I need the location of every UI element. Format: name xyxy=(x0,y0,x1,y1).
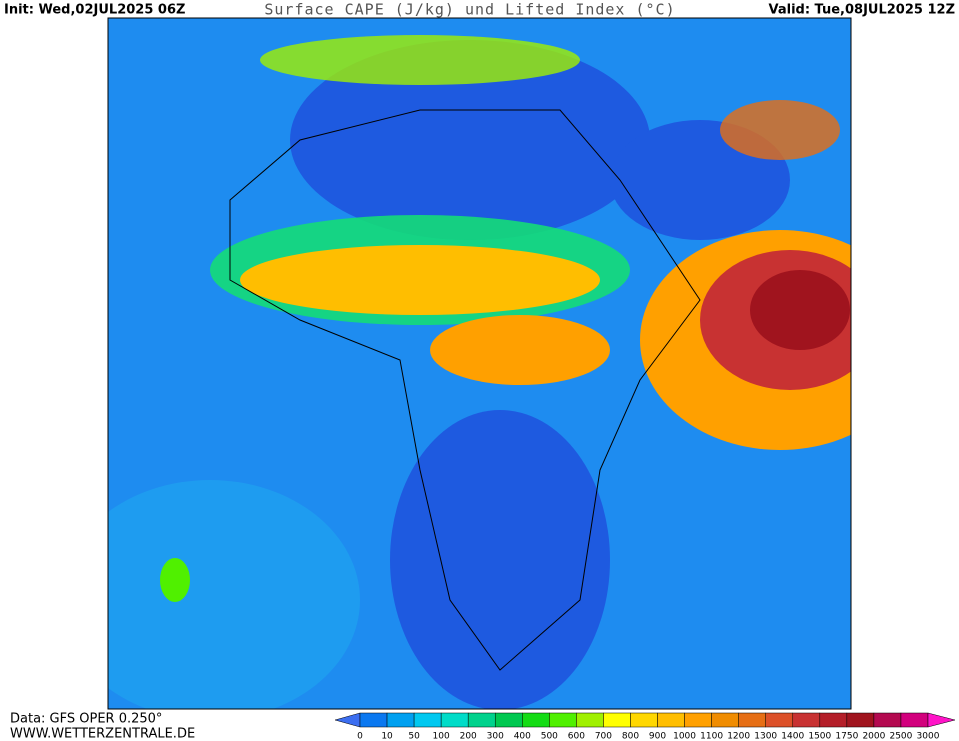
colorbar-segment xyxy=(684,712,712,728)
colorbar-label: 700 xyxy=(595,732,612,741)
map-title: Surface CAPE (J/kg) und Lifted Index (°C… xyxy=(264,1,675,19)
colorbar-label: 600 xyxy=(568,732,585,741)
colorbar-label: 10 xyxy=(381,732,393,741)
map xyxy=(108,18,851,709)
colorbar-segment xyxy=(576,712,604,728)
colorbar-label: 1100 xyxy=(700,732,723,741)
colorbar-label: 400 xyxy=(514,732,531,741)
colorbar-label: 800 xyxy=(622,732,639,741)
colorbar: 0 10 50 100 200 300 400 500 600 700 800 900 1000 1100… xyxy=(334,712,956,741)
colorbar-label: 1400 xyxy=(781,732,804,741)
colorbar-label: 2500 xyxy=(889,732,912,741)
colorbar-segment xyxy=(522,712,550,728)
colorbar-label: 900 xyxy=(649,732,666,741)
colorbar-label: 50 xyxy=(408,732,420,741)
colorbar-segment xyxy=(386,712,415,728)
colorbar-label: 300 xyxy=(487,732,504,741)
colorbar-label: 100 xyxy=(433,732,450,741)
colorbar-segment xyxy=(413,712,442,728)
init-time: Init: Wed,02JUL2025 06Z xyxy=(4,3,185,18)
colorbar-segment xyxy=(603,712,631,728)
colorbar-label: 1000 xyxy=(673,732,696,741)
colorbar-segment xyxy=(900,712,929,728)
data-source: Data: GFS OPER 0.250° xyxy=(10,712,162,727)
colorbar-label: 200 xyxy=(460,732,477,741)
colorbar-segment xyxy=(792,712,821,728)
valid-time: Valid: Tue,08JUL2025 12Z xyxy=(768,3,955,18)
colorbar-label: 3000 xyxy=(917,732,940,741)
colorbar-segment xyxy=(549,712,577,728)
colorbar-label: 1500 xyxy=(808,732,831,741)
colorbar-segment xyxy=(359,712,388,728)
colorbar-label: 1200 xyxy=(727,732,750,741)
colorbar-segment xyxy=(494,712,523,728)
colorbar-label: 500 xyxy=(541,732,558,741)
colorbar-segment xyxy=(738,712,766,728)
colorbar-segment xyxy=(657,712,685,728)
colorbar-segment xyxy=(819,712,848,728)
colorbar-label: 0 xyxy=(357,732,363,741)
colorbar-segment xyxy=(873,712,902,728)
colorbar-segment xyxy=(765,712,794,728)
colorbar-arrow-right xyxy=(927,712,956,728)
colorbar-segment xyxy=(846,712,875,728)
colorbar-segment xyxy=(440,712,469,728)
website: WWW.WETTERZENTRALE.DE xyxy=(10,727,195,741)
colorbar-label: 1750 xyxy=(835,732,858,741)
colorbar-segment xyxy=(467,712,496,728)
colorbar-label: 2000 xyxy=(862,732,885,741)
colorbar-segment xyxy=(711,712,739,728)
colorbar-label: 1300 xyxy=(754,732,777,741)
colorbar-segment xyxy=(630,712,658,728)
map-frame xyxy=(107,17,852,710)
colorbar-arrow-left xyxy=(334,712,361,728)
